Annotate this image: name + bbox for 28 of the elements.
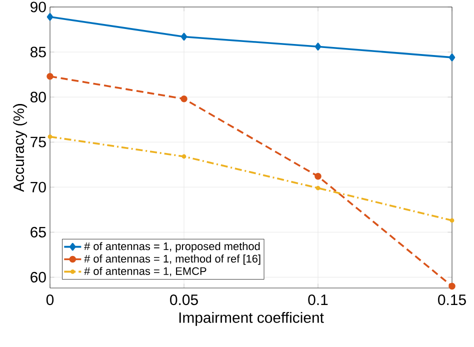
y-axis-title: Accuracy (%) <box>13 104 28 192</box>
point <box>316 186 320 190</box>
point <box>448 282 456 290</box>
point <box>46 72 54 80</box>
y-tick-label: 65 <box>30 226 46 238</box>
x-tick-label: 0.05 <box>170 294 198 306</box>
point <box>46 13 54 21</box>
legend-label: # of antennas = 1, proposed method <box>84 242 260 252</box>
point <box>182 154 186 159</box>
x-tick-label: 0.1 <box>308 294 328 306</box>
y-tick-label: 70 <box>30 182 46 192</box>
point <box>180 95 188 102</box>
legend-label: # of antennas = 1, method of ref [16] <box>84 254 260 265</box>
point <box>450 218 454 223</box>
y-tick-label: 80 <box>30 92 46 102</box>
y-tick-label: 85 <box>30 46 46 58</box>
x-tick-label: 0 <box>46 294 54 306</box>
x-axis-title: Impairment coefficient <box>179 312 324 326</box>
y-tick-label: 60 <box>30 272 46 282</box>
point <box>180 32 188 41</box>
legend-label: # of antennas = 1, EMCP <box>84 266 206 276</box>
point <box>314 172 322 180</box>
point <box>448 54 456 62</box>
x-tick-label: 0.15 <box>438 294 466 306</box>
point <box>48 134 52 139</box>
y-tick-label: 90 <box>30 2 46 12</box>
y-tick-label: 75 <box>30 136 46 148</box>
point <box>314 42 322 51</box>
